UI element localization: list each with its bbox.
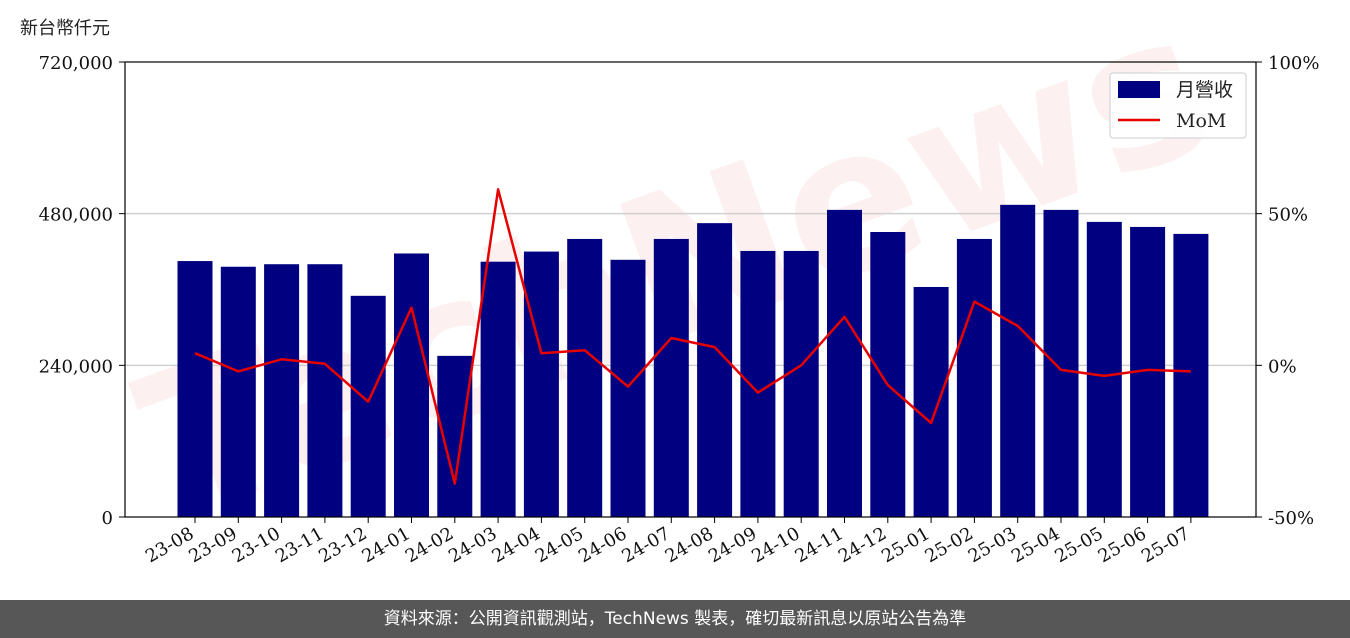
- bar-24-03: [480, 261, 516, 517]
- revenue-chart: TechNews 0240,000480,000720,000-50%0%50%…: [39, 0, 1320, 567]
- mom-line: [194, 188, 1191, 485]
- legend: 月營收 MoM: [1109, 72, 1247, 139]
- bar-24-08: [697, 223, 733, 518]
- x-tick-label: 25-01: [878, 523, 933, 567]
- bar-24-06: [610, 259, 646, 517]
- x-tick-label: 25-04: [1008, 523, 1063, 567]
- y-left-tick-label: 240,000: [39, 356, 113, 377]
- x-tick-label: 25-02: [921, 523, 976, 567]
- y-right-tick-label: 0%: [1268, 356, 1297, 377]
- unit-label: 新台幣仟元: [20, 18, 110, 39]
- bar-24-07: [653, 238, 689, 517]
- x-tick-label: 24-08: [662, 523, 717, 567]
- y-left-tick-label: 720,000: [39, 53, 113, 74]
- y-right-tick-label: -50%: [1268, 508, 1314, 529]
- bar-23-08: [177, 261, 213, 517]
- legend-line-label: MoM: [1176, 110, 1226, 132]
- bar-24-04: [523, 251, 559, 518]
- bar-23-12: [350, 295, 386, 517]
- source-footer: 資料來源：公開資訊觀測站，TechNews 製表，確切最新訊息以原站公告為準: [0, 600, 1350, 638]
- bar-24-10: [783, 250, 819, 517]
- bar-23-11: [307, 264, 343, 517]
- x-tick-label: 25-07: [1138, 523, 1193, 567]
- bar-23-09: [220, 266, 256, 517]
- legend-bar-swatch: [1118, 81, 1160, 98]
- x-tick-label: 25-06: [1095, 523, 1150, 567]
- bar-23-10: [264, 264, 300, 517]
- y-left-tick-label: 480,000: [39, 205, 113, 226]
- x-tick-label: 24-03: [445, 523, 500, 567]
- y-right-tick-label: 50%: [1268, 205, 1308, 226]
- bar-25-03: [1000, 204, 1036, 517]
- bar-25-04: [1043, 209, 1079, 517]
- bar-25-01: [913, 286, 949, 517]
- bar-24-11: [827, 209, 862, 517]
- x-tick-label: 24-02: [402, 523, 457, 567]
- y-left-tick-label: 0: [102, 508, 113, 529]
- bar-25-07: [1173, 233, 1209, 517]
- x-tick-label: 24-06: [575, 523, 630, 567]
- bar-24-05: [567, 238, 603, 517]
- x-tick-label: 24-01: [359, 523, 414, 567]
- x-tick-label: 24-07: [618, 523, 673, 567]
- bar-24-12: [870, 231, 906, 518]
- y-right-tick-label: 100%: [1268, 53, 1319, 74]
- x-tick-label: 24-12: [835, 523, 890, 567]
- bar-25-02: [956, 238, 992, 517]
- x-tick-label: 25-03: [965, 523, 1020, 567]
- legend-bar-label: 月營收: [1176, 79, 1233, 101]
- x-tick-label: 24-11: [792, 523, 847, 567]
- x-tick-label: 23-12: [315, 523, 370, 567]
- x-tick-label: 24-04: [488, 523, 543, 567]
- x-tick-label: 24-05: [532, 523, 587, 567]
- bar-24-01: [394, 253, 429, 517]
- plot-frame: [124, 61, 1257, 518]
- x-tick-label: 24-10: [748, 523, 803, 567]
- x-tick-label: 25-05: [1051, 523, 1106, 567]
- x-tick-label: 24-09: [705, 523, 760, 567]
- bar-25-05: [1086, 221, 1122, 517]
- x-tick-label: 23-08: [142, 523, 197, 567]
